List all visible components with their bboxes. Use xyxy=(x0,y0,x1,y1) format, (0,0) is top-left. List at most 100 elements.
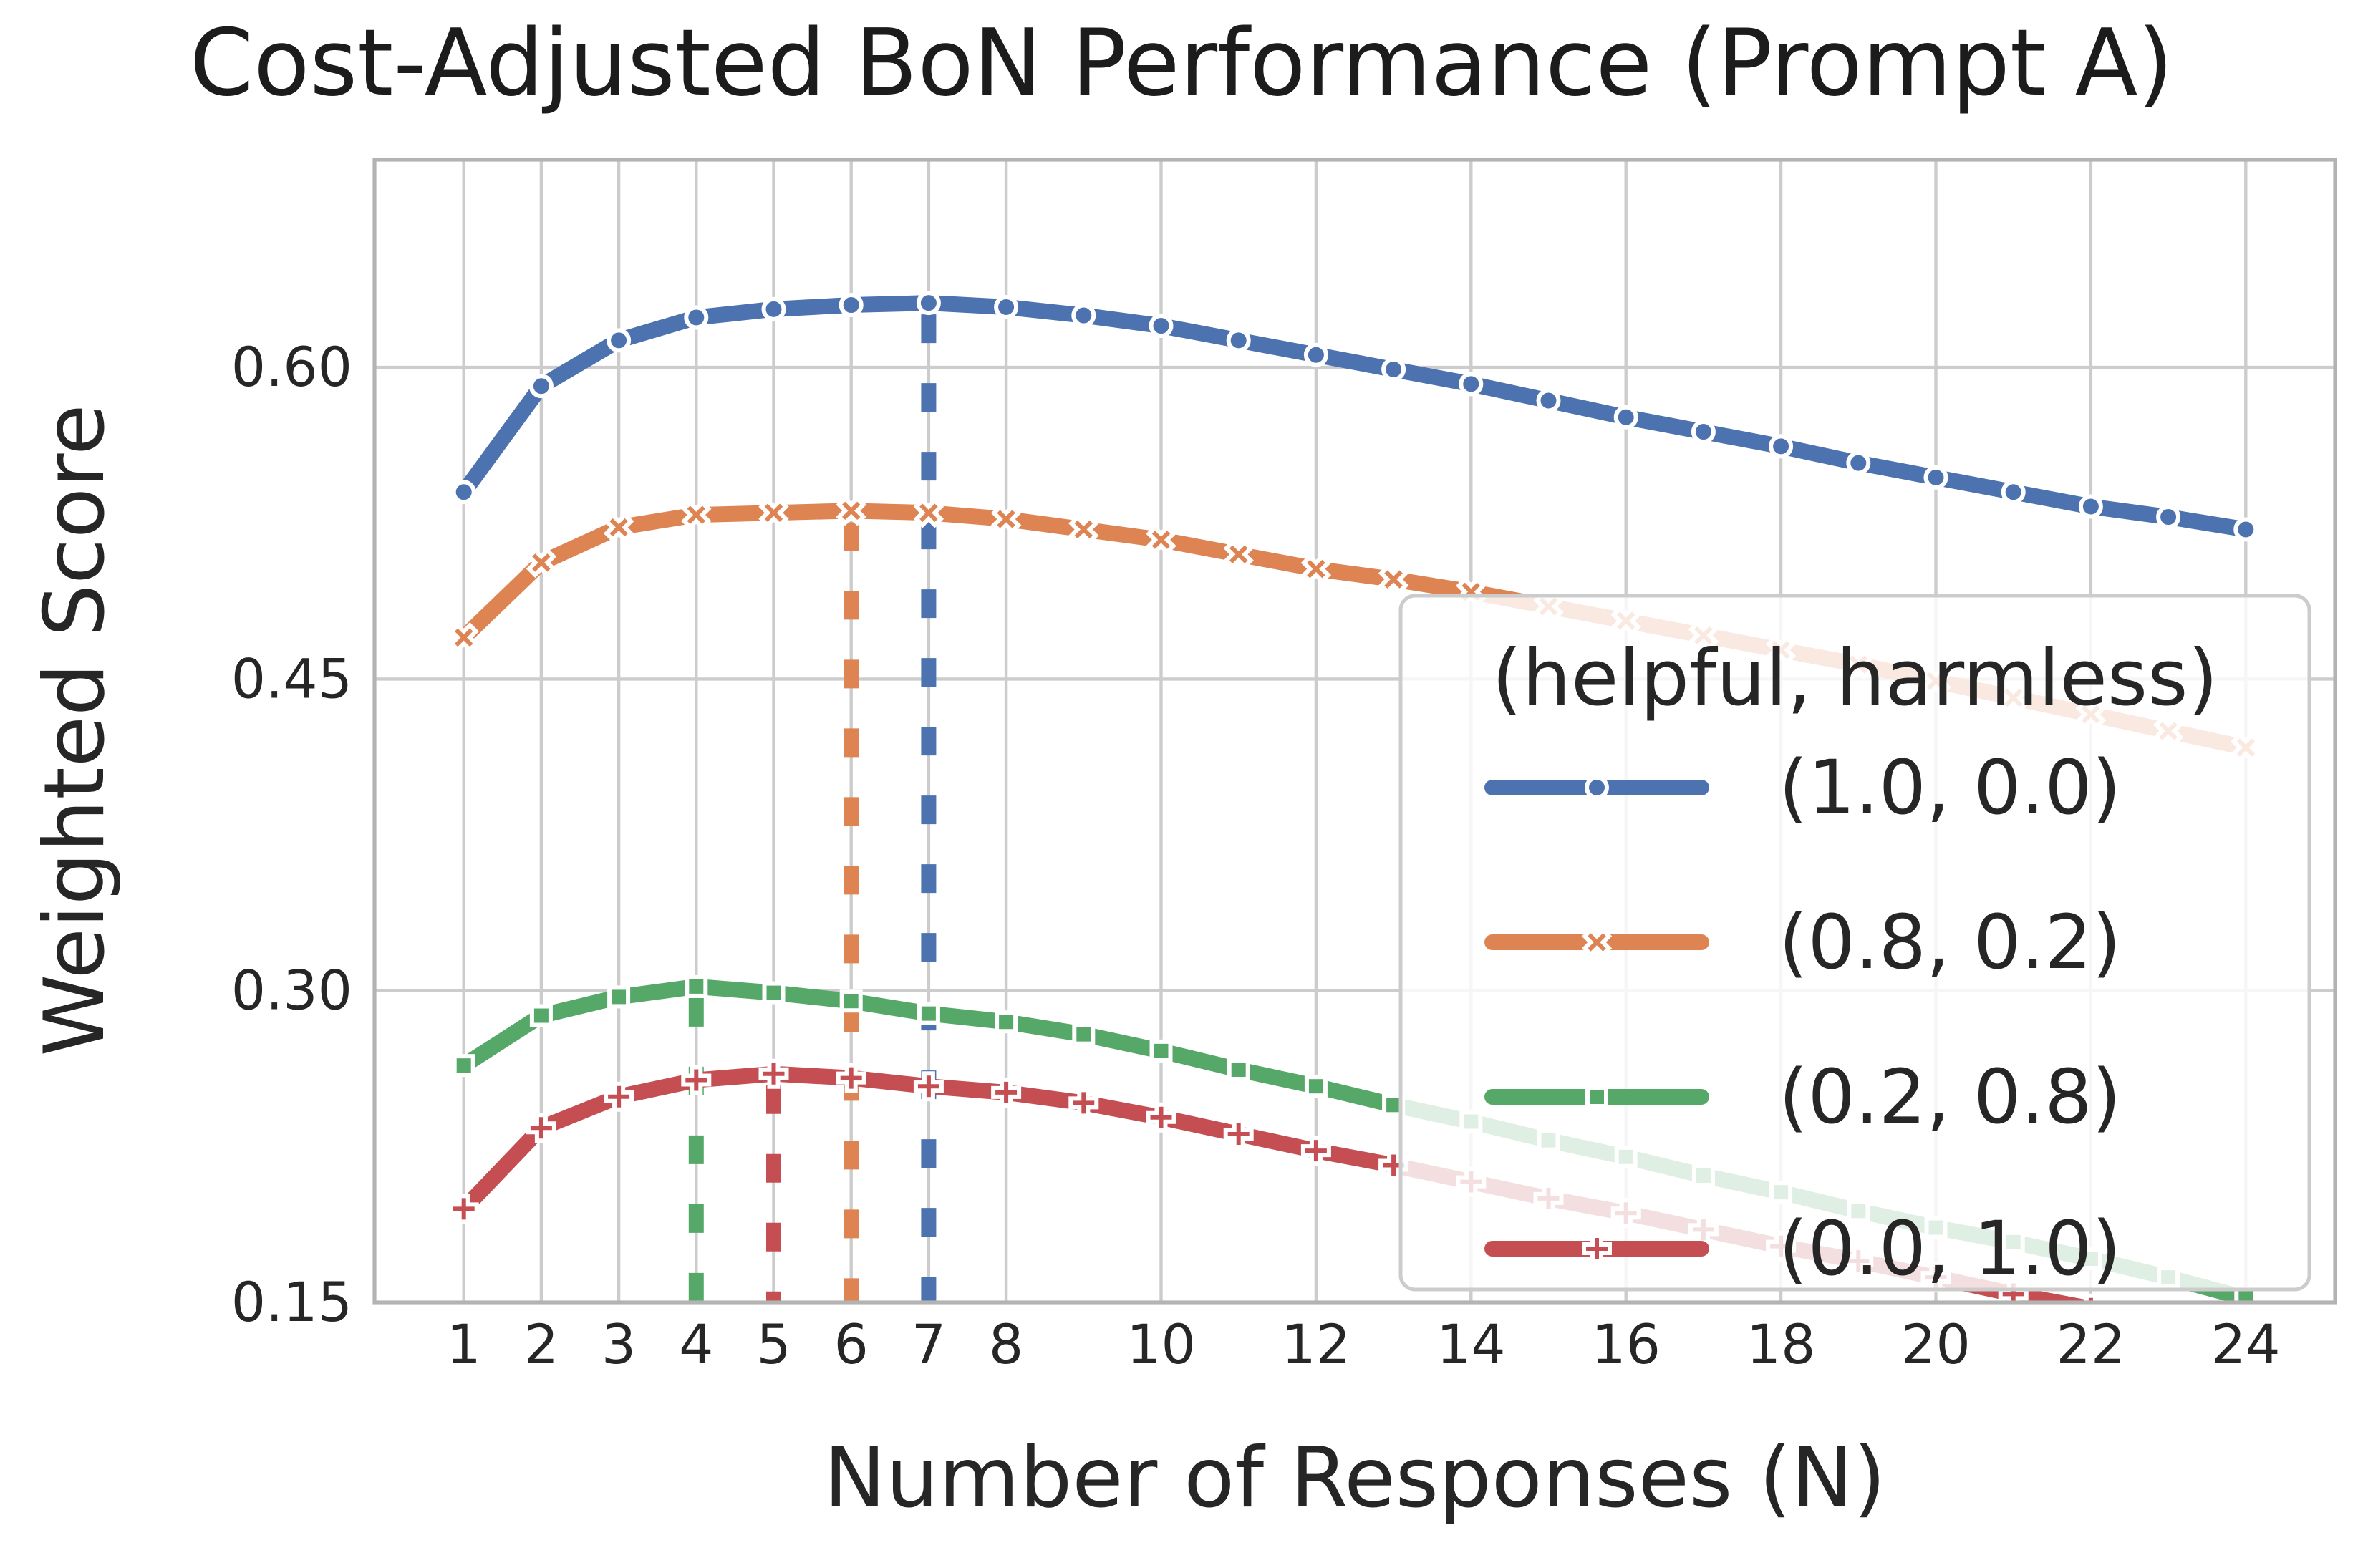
marker-square xyxy=(1227,1058,1250,1081)
marker-circle xyxy=(1691,420,1716,445)
x-tick-8: 8 xyxy=(989,1312,1023,1376)
marker-circle xyxy=(1149,314,1174,339)
marker-circle xyxy=(761,296,786,321)
marker-circle xyxy=(1613,405,1638,430)
x-tick-1: 1 xyxy=(447,1312,481,1376)
x-tick-16: 16 xyxy=(1591,1312,1661,1376)
axes-spines xyxy=(372,158,2337,1305)
x-tick-14: 14 xyxy=(1436,1312,1506,1376)
marker-plus xyxy=(1146,1102,1176,1133)
marker-circle xyxy=(2078,494,2103,519)
legend-item-(1.0, 0.0): (1.0, 0.0) xyxy=(1484,744,2121,831)
marker-circle xyxy=(1381,357,1406,382)
legend-item-(0.0, 1.0): (0.0, 1.0) xyxy=(1484,1205,2121,1292)
marker-plus xyxy=(681,1065,712,1095)
marker-plus xyxy=(1223,1118,1254,1149)
marker-square xyxy=(1304,1075,1328,1098)
marker-square xyxy=(452,1054,475,1078)
marker-square xyxy=(607,985,631,1009)
marker-circle xyxy=(2233,517,2258,542)
series-(1.0, 0.0) xyxy=(451,291,2258,542)
x-axis-label: Number of Responses (N) xyxy=(823,1430,1885,1526)
marker-circle xyxy=(1071,303,1096,328)
marker-x xyxy=(990,503,1022,535)
x-tick-10: 10 xyxy=(1126,1312,1196,1376)
marker-circle xyxy=(684,305,709,330)
marker-x xyxy=(526,547,557,579)
marker-circle xyxy=(916,291,941,316)
legend-item-label: (0.0, 1.0) xyxy=(1779,1205,2121,1292)
x-tick-18: 18 xyxy=(1746,1312,1816,1376)
x-tick-4: 4 xyxy=(679,1312,713,1376)
x-tick-20: 20 xyxy=(1901,1312,1971,1376)
x-tick-12: 12 xyxy=(1282,1312,1351,1376)
legend-item-label: (1.0, 0.0) xyxy=(1779,744,2121,831)
x-tick-22: 22 xyxy=(2057,1312,2126,1376)
series-line-(1.0, 0.0) xyxy=(455,295,2254,538)
marker-square xyxy=(762,981,786,1005)
marker-square xyxy=(529,1004,553,1027)
legend-item-label: (0.8, 0.2) xyxy=(1779,899,2121,986)
marker-x xyxy=(1223,539,1254,570)
marker-circle xyxy=(1923,465,1948,490)
marker-x xyxy=(1581,926,1613,958)
marker-square xyxy=(917,1002,940,1025)
marker-circle xyxy=(1459,372,1484,397)
tick-labels: 1 2 3 4 5 6 7 8 10 12 14 16 18 20 22 240.150.300.450.60 xyxy=(231,335,2281,1376)
x-tick-3: 3 xyxy=(601,1312,636,1376)
marker-x xyxy=(448,622,479,653)
legend-item-(0.2, 0.8): (0.2, 0.8) xyxy=(1484,1053,2121,1141)
legend-box xyxy=(1398,594,2311,1292)
marker-plus xyxy=(604,1081,634,1112)
x-tick-2: 2 xyxy=(524,1312,559,1376)
marker-x xyxy=(1300,553,1332,584)
legend-title: (helpful, harmless) xyxy=(1492,634,2218,723)
marker-square xyxy=(1585,1085,1608,1108)
chart-title: Cost-Adjusted BoN Performance (Prompt A) xyxy=(190,10,2173,117)
y-axis-label: Weighted Score xyxy=(26,405,123,1057)
marker-square xyxy=(1149,1039,1173,1063)
marker-circle xyxy=(2156,505,2181,530)
marker-x xyxy=(681,499,712,531)
marker-circle xyxy=(1769,434,1794,459)
marker-plus xyxy=(448,1194,479,1224)
marker-square xyxy=(2234,1287,2258,1302)
marker-x xyxy=(1378,563,1409,595)
plot-border xyxy=(372,158,2337,1305)
marker-plus xyxy=(836,1063,866,1093)
marker-plus xyxy=(526,1113,556,1143)
marker-plus xyxy=(991,1077,1022,1108)
marker-plus xyxy=(758,1058,789,1089)
marker-circle xyxy=(451,480,476,505)
marker-x xyxy=(1146,524,1176,556)
marker-plus xyxy=(1582,1234,1612,1264)
marker-x xyxy=(603,512,634,543)
marker-x xyxy=(1068,514,1099,545)
marker-square xyxy=(995,1010,1018,1034)
marker-plus xyxy=(2155,1312,2181,1338)
marker-plus xyxy=(1300,1136,1331,1166)
marker-plus xyxy=(913,1071,944,1102)
marker-circle xyxy=(839,293,864,318)
marker-circle xyxy=(1585,775,1609,800)
marker-square xyxy=(839,989,863,1013)
legend-item-(0.8, 0.2): (0.8, 0.2) xyxy=(1484,899,2121,986)
y-tick-0.45: 0.45 xyxy=(231,647,352,710)
legend: (helpful, harmless) (1.0, 0.0) (0.8, 0.2) (… xyxy=(1398,594,2311,1292)
x-tick-6: 6 xyxy=(834,1312,869,1376)
legend-item-label: (0.2, 0.8) xyxy=(1779,1053,2121,1141)
marker-circle xyxy=(1303,342,1328,367)
marker-x xyxy=(758,498,789,528)
marker-circle xyxy=(1536,388,1561,413)
marker-x xyxy=(913,498,944,528)
x-tick-24: 24 xyxy=(2211,1312,2281,1376)
y-tick-0.60: 0.60 xyxy=(231,335,352,399)
marker-x xyxy=(836,495,866,526)
optimal-n-dashed-lines xyxy=(688,314,937,1302)
marker-square xyxy=(685,974,708,998)
marker-circle xyxy=(1226,328,1251,353)
x-tick-7: 7 xyxy=(912,1312,946,1376)
marker-circle xyxy=(607,328,632,353)
